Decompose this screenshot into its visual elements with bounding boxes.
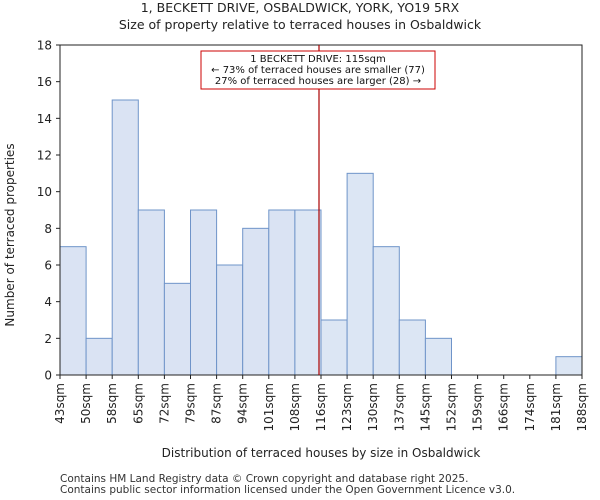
y-tick-label: 4 (44, 295, 52, 309)
footer-licence: Contains public sector information licen… (60, 484, 516, 496)
histogram-chart: 0 2 4 6 8 10 12 14 16 18 43sqm 50sqm 58sqm 65sqm 72sq… (3, 39, 589, 461)
bar-58sqm (111, 99, 139, 376)
annotation-line-1: 1 BECKETT DRIVE: 115sqm (250, 54, 386, 65)
x-tick-label: 116sqm (314, 383, 328, 431)
y-tick-label: 16 (37, 75, 52, 89)
plot-frame (59, 44, 583, 376)
x-tick-label: 145sqm (418, 383, 432, 431)
property-annotation: 1 BECKETT DRIVE: 115sqm ← 73% of terrace… (200, 50, 436, 90)
x-tick-label: 65sqm (131, 383, 145, 424)
bar-137sqm (398, 319, 426, 376)
x-tick-label: 174sqm (523, 383, 537, 431)
x-tick-label: 87sqm (210, 383, 224, 424)
x-tick-label: 72sqm (157, 383, 171, 424)
annotation-line-2: ← 73% of terraced houses are smaller (77… (211, 65, 425, 76)
bar-87sqm (216, 264, 244, 376)
bar-123sqm (346, 172, 374, 376)
x-tick-label: 159sqm (471, 383, 485, 431)
x-tick-label: 181sqm (549, 383, 563, 431)
chart-title: 1, BECKETT DRIVE, OSBALDWICK, YORK, YO19… (140, 0, 460, 15)
x-tick-label: 50sqm (79, 383, 93, 424)
bar-50sqm (85, 337, 113, 376)
x-axis-label: Distribution of terraced houses by size … (162, 446, 481, 460)
bar-72sqm (163, 282, 191, 376)
y-tick-label: 6 (44, 259, 52, 273)
bar-130sqm (372, 246, 400, 376)
x-tick-label: 137sqm (392, 383, 406, 431)
x-tick-label: 108sqm (288, 383, 302, 431)
footer-copyright: Contains HM Land Registry data © Crown c… (60, 473, 469, 485)
x-tick-label: 130sqm (366, 383, 380, 431)
x-tick-label: 188sqm (575, 383, 589, 431)
y-tick-label: 2 (44, 332, 52, 346)
x-tick-label: 166sqm (497, 383, 511, 431)
y-tick-label: 0 (44, 369, 52, 383)
x-axis: 43sqm 50sqm 58sqm 65sqm 72sqm 79sqm 87sqm 94sqm… (53, 375, 589, 431)
bars-group (59, 99, 583, 376)
bar-94sqm (242, 227, 270, 376)
chart-subtitle: Size of property relative to terraced ho… (118, 17, 482, 32)
bar-116sqm (320, 319, 348, 376)
y-tick-label: 10 (37, 185, 52, 199)
y-axis-label: Number of terraced properties (3, 143, 17, 326)
bar-145sqm (424, 337, 452, 376)
x-tick-label: 94sqm (236, 383, 250, 424)
y-tick-label: 12 (37, 149, 52, 163)
bar-65sqm (137, 209, 165, 376)
y-tick-label: 8 (44, 222, 52, 236)
y-tick-label: 18 (37, 39, 52, 53)
bar-181sqm (555, 356, 583, 376)
bar-101sqm (268, 209, 296, 376)
x-tick-label: 43sqm (53, 383, 67, 424)
annotation-line-3: 27% of terraced houses are larger (28) → (215, 76, 421, 87)
bar-108sqm (294, 209, 322, 376)
y-axis: 0 2 4 6 8 10 12 14 16 18 (37, 39, 60, 383)
bar-79sqm (190, 209, 218, 376)
x-tick-label: 101sqm (262, 383, 276, 431)
x-tick-label: 123sqm (340, 383, 354, 431)
x-tick-label: 152sqm (445, 383, 459, 431)
bar-43sqm (59, 246, 87, 376)
x-tick-label: 58sqm (105, 383, 119, 424)
y-tick-label: 14 (37, 112, 52, 126)
x-tick-label: 79sqm (184, 383, 198, 424)
